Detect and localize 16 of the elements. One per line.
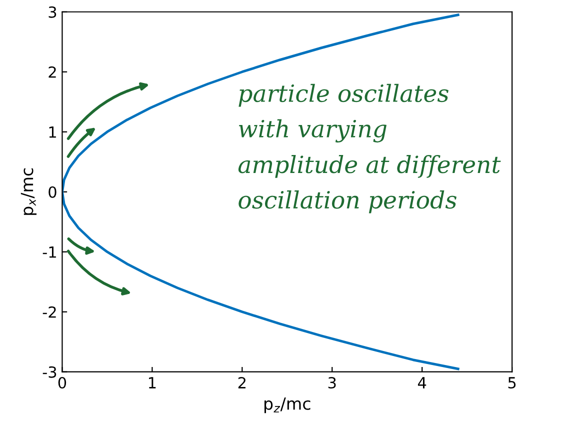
x-tick-label: 3 <box>328 376 336 389</box>
x-tick-label: 2 <box>238 376 246 388</box>
x-tick-label: 0 <box>58 376 66 389</box>
y-tick-label: 0 <box>48 186 56 198</box>
x-tick-label: 4 <box>418 377 426 388</box>
x-tick-label: 1 <box>148 377 156 388</box>
x-axis-title: p$_{z}$/mc <box>264 398 310 414</box>
x-tick-label: 5 <box>508 377 516 389</box>
y-axis-title: p$_{x}$/mc <box>20 168 37 215</box>
y-tick-label: 2 <box>48 66 56 78</box>
y-tick-label: -3 <box>42 366 56 378</box>
y-tick-label: 1 <box>49 126 56 138</box>
annotation: particle oscillates with varying amplitude at different oscillation periods <box>238 84 501 214</box>
y-tick-label: -1 <box>42 246 56 258</box>
y-tick-label: 3 <box>48 6 56 18</box>
y-tick-label: -2 <box>42 306 56 318</box>
